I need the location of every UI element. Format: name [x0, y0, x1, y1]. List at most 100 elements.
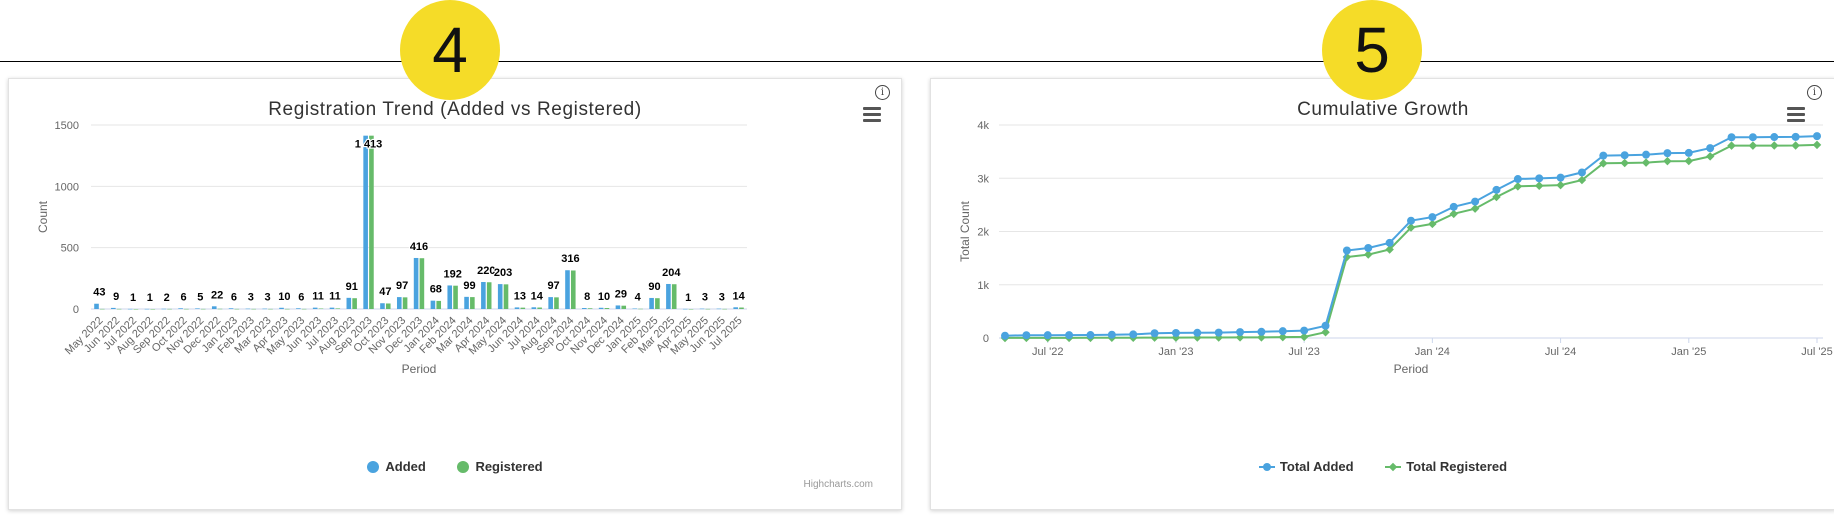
bar-added: [666, 283, 671, 309]
data-label: 9: [113, 291, 119, 303]
bar-added: [548, 297, 553, 309]
x-tick-label: Jan '23: [1158, 346, 1193, 358]
point-total-added: [1813, 132, 1821, 141]
legend-item-added[interactable]: Added: [367, 459, 426, 474]
bar-registered: [722, 308, 727, 310]
x-tick-label: Jul '25: [1801, 346, 1832, 358]
y-tick-label: 3k: [977, 173, 989, 185]
bar-added: [598, 307, 604, 309]
bar-registered: [419, 258, 425, 309]
data-label: 4: [635, 292, 642, 304]
point-total-added: [1748, 133, 1757, 142]
bar-registered: [486, 282, 492, 309]
bar-added: [565, 270, 570, 309]
highcharts-credits-link[interactable]: Highcharts.com: [803, 479, 873, 490]
hamburger-menu-icon[interactable]: [863, 107, 881, 122]
legend-item-total-registered[interactable]: Total Registered: [1385, 459, 1507, 474]
data-label: 1: [685, 292, 691, 304]
y-tick-label: 1500: [55, 120, 79, 132]
point-total-added: [1086, 331, 1095, 340]
legend-item-registered[interactable]: Registered: [457, 459, 543, 474]
data-label: 6: [231, 291, 237, 303]
bar-registered: [503, 284, 509, 309]
bar-added: [296, 308, 301, 309]
data-label: 203: [494, 267, 512, 279]
info-icon[interactable]: i: [1807, 85, 1822, 100]
point-total-registered: [1534, 181, 1544, 191]
y-tick-label: 2k: [977, 227, 989, 239]
point-total-added: [1385, 238, 1394, 247]
point-total-added: [1663, 149, 1672, 158]
bar-registered: [217, 308, 223, 310]
point-total-added: [1599, 151, 1608, 160]
data-label: 10: [278, 291, 290, 303]
chart-legend: Added Registered: [9, 459, 901, 476]
bar-added: [615, 305, 621, 309]
bar-registered: [671, 284, 677, 309]
bar-registered: [621, 305, 627, 309]
bar-added: [127, 308, 133, 310]
data-label: 220: [477, 265, 495, 277]
legend-label-registered: Registered: [475, 459, 543, 474]
bar-registered: [100, 308, 105, 310]
data-label: 14: [531, 290, 544, 302]
data-label: 29: [615, 288, 627, 300]
data-label: 192: [443, 268, 461, 280]
point-total-added: [1620, 151, 1629, 160]
bar-registered: [352, 298, 357, 309]
x-tick-label: Jul '22: [1032, 346, 1063, 358]
bar-added: [497, 284, 503, 309]
data-label: 2: [164, 292, 170, 304]
bar-added: [464, 296, 469, 309]
info-icon[interactable]: i: [875, 85, 890, 100]
bar-added: [682, 308, 688, 310]
bar-added: [245, 308, 251, 310]
point-total-registered: [1492, 192, 1501, 202]
series-line-total-registered: [1005, 143, 1818, 339]
bar-registered: [705, 308, 711, 310]
bar-registered: [554, 297, 559, 309]
data-label: 68: [430, 284, 442, 296]
hamburger-menu-icon[interactable]: [1787, 107, 1805, 122]
data-label: 11: [312, 291, 324, 303]
bar-registered: [470, 297, 475, 309]
data-label: 3: [265, 292, 271, 304]
bar-added: [144, 308, 150, 310]
bar-registered: [688, 309, 694, 310]
bar-registered: [150, 309, 156, 310]
data-label: 316: [561, 253, 579, 265]
bar-added: [733, 307, 738, 309]
bar-registered: [301, 308, 307, 310]
point-total-added: [1727, 133, 1736, 142]
legend-label-total-added: Total Added: [1279, 459, 1354, 474]
bar-registered: [604, 308, 610, 309]
point-total-added: [1001, 331, 1009, 340]
bar-added: [195, 308, 200, 309]
bar-registered: [116, 308, 122, 310]
bar-added: [178, 308, 183, 309]
data-label: 6: [180, 291, 186, 303]
data-label: 6: [298, 291, 304, 303]
legend-symbol-total-registered: [1385, 462, 1402, 472]
y-tick-label: 500: [61, 243, 79, 255]
point-total-registered: [1727, 141, 1736, 150]
y-tick-label: 0: [73, 304, 79, 316]
legend-symbol-registered: [457, 460, 470, 473]
bar-registered: [520, 307, 526, 309]
point-total-added: [1022, 331, 1031, 340]
y-tick-label: 4k: [977, 120, 989, 132]
cumulative-growth-panel: Cumulative Growth i 0 1k 2k 3k 4k Jul '22 Jan …: [930, 78, 1834, 510]
legend-item-total-added[interactable]: Total Added: [1258, 459, 1354, 474]
bar-added: [111, 307, 116, 309]
bar-added: [396, 297, 402, 309]
point-total-registered: [1556, 180, 1565, 190]
x-tick-label: Jan '25: [1671, 346, 1706, 358]
y-tick-label: 0: [983, 333, 989, 345]
bar-registered: [133, 309, 139, 310]
bar-registered: [285, 308, 290, 310]
data-label: 3: [702, 292, 708, 304]
point-total-added: [1642, 150, 1651, 159]
point-total-added: [1492, 185, 1501, 194]
data-label: 97: [547, 280, 559, 292]
data-label: 1 413: [355, 139, 383, 151]
